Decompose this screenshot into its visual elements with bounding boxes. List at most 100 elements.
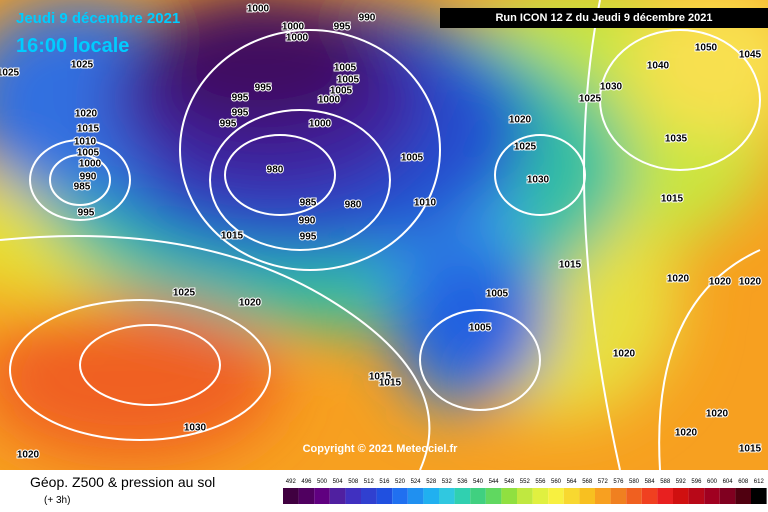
isobar-label: 1020 (613, 349, 636, 360)
legend-value: 512 (364, 479, 375, 485)
isobar-label: 995 (255, 83, 272, 94)
legend-value: 536 (457, 479, 468, 485)
isobar-label: 1000 (309, 119, 332, 130)
legend-swatch (735, 488, 751, 504)
isobar-label: 1005 (486, 289, 509, 300)
legend-value: 500 (317, 479, 328, 485)
legend-value: 520 (395, 479, 406, 485)
legend-title: Géop. Z500 & pression au sol (30, 474, 215, 490)
legend-swatch (719, 488, 736, 504)
legend-value: 600 (707, 479, 718, 485)
legend-value: 584 (645, 479, 656, 485)
copyright: Copyright © 2021 Meteociel.fr (303, 443, 459, 455)
isobar-label: 1025 (0, 68, 20, 79)
isobar-label: 1020 (17, 450, 40, 461)
isobar-label: 980 (267, 165, 284, 176)
isobar-label: 1015 (369, 372, 392, 383)
isobar-label: 1005 (334, 63, 357, 74)
legend-swatch (517, 488, 533, 504)
legend-swatch (532, 488, 549, 504)
isobar-label: 1030 (600, 82, 623, 93)
legend-value: 560 (551, 479, 562, 485)
isobar-label: 1010 (74, 137, 97, 148)
isobar-label: 1005 (401, 153, 424, 164)
legend-swatch (688, 488, 705, 504)
legend-swatch (704, 488, 720, 504)
legend-swatch (314, 488, 330, 504)
isobar-label: 1020 (239, 298, 262, 309)
isobar-label: 1000 (79, 159, 102, 170)
legend-swatch (283, 488, 299, 504)
isobar-label: 985 (74, 182, 91, 193)
legend-value: 552 (520, 479, 531, 485)
geopotential-field: 1000990995100010001025102510051005100510… (0, 0, 768, 470)
isobar-label: 990 (359, 13, 376, 24)
legend-value: 492 (286, 479, 297, 485)
isobar-label: 985 (300, 198, 317, 209)
legend-value: 592 (676, 479, 687, 485)
isobar-label: 1020 (75, 109, 98, 120)
legend-value: 528 (426, 479, 437, 485)
legend-value: 612 (754, 479, 765, 485)
legend-swatch (657, 488, 673, 504)
isobar-label: 1005 (469, 323, 492, 334)
legend-swatch (641, 488, 658, 504)
isobar-label: 1025 (514, 142, 537, 153)
legend-value: 596 (691, 479, 702, 485)
isobar-label: 1050 (695, 43, 718, 54)
legend-swatch (501, 488, 517, 504)
isobar-label: 990 (299, 216, 316, 227)
legend-swatch (626, 488, 642, 504)
legend-swatch (751, 488, 767, 504)
legend-value: 572 (598, 479, 609, 485)
legend-value: 580 (629, 479, 640, 485)
isobar-label: 1020 (667, 274, 690, 285)
legend-swatch (361, 488, 377, 504)
legend-swatch (345, 488, 361, 504)
isobar-label: 995 (300, 232, 317, 243)
legend-value: 544 (489, 479, 500, 485)
legend-value: 540 (473, 479, 484, 485)
legend-value: 608 (738, 479, 749, 485)
isobar-label: 1005 (337, 75, 360, 86)
isobar-label: 980 (345, 200, 362, 211)
legend-swatch (579, 488, 595, 504)
isobar-label: 1020 (675, 428, 698, 439)
isobar-label: 995 (220, 119, 237, 130)
isobar-label: 1000 (286, 33, 309, 44)
legend-subtitle: (+ 3h) (44, 495, 70, 506)
legend-value: 532 (442, 479, 453, 485)
legend-swatch (298, 488, 315, 504)
run-banner (440, 8, 768, 28)
isobar-label: 995 (334, 22, 351, 33)
isobar-label: 1025 (579, 94, 602, 105)
legend-value: 504 (333, 479, 344, 485)
legend-swatch (595, 488, 611, 504)
legend-swatch (470, 488, 486, 504)
legend-swatch (407, 488, 424, 504)
date: Jeudi 9 décembre 2021 (16, 10, 180, 27)
time: 16:00 locale (16, 35, 129, 57)
legend-value: 508 (348, 479, 359, 485)
legend-value: 564 (567, 479, 578, 485)
isobar-label: 1020 (709, 277, 732, 288)
legend-value: 524 (411, 479, 422, 485)
isobar-label: 1045 (739, 50, 762, 61)
isobar-label: 1020 (739, 277, 762, 288)
legend-value: 548 (504, 479, 515, 485)
legend-swatch (454, 488, 471, 504)
legend-value: 556 (535, 479, 546, 485)
legend-swatch (423, 488, 439, 504)
legend-swatch (392, 488, 408, 504)
run-text: Run ICON 12 Z du Jeudi 9 décembre 2021 (495, 12, 712, 24)
legend-swatch (673, 488, 689, 504)
isobar-label: 1010 (414, 198, 437, 209)
isobar-label: 1035 (665, 134, 688, 145)
isobar-label: 990 (80, 172, 97, 183)
legend-value: 604 (723, 479, 734, 485)
isobar-label: 1015 (77, 124, 100, 135)
isobar-label: 1015 (221, 231, 244, 242)
isobar-label: 1020 (706, 409, 729, 420)
isobar-label: 1040 (647, 61, 670, 72)
